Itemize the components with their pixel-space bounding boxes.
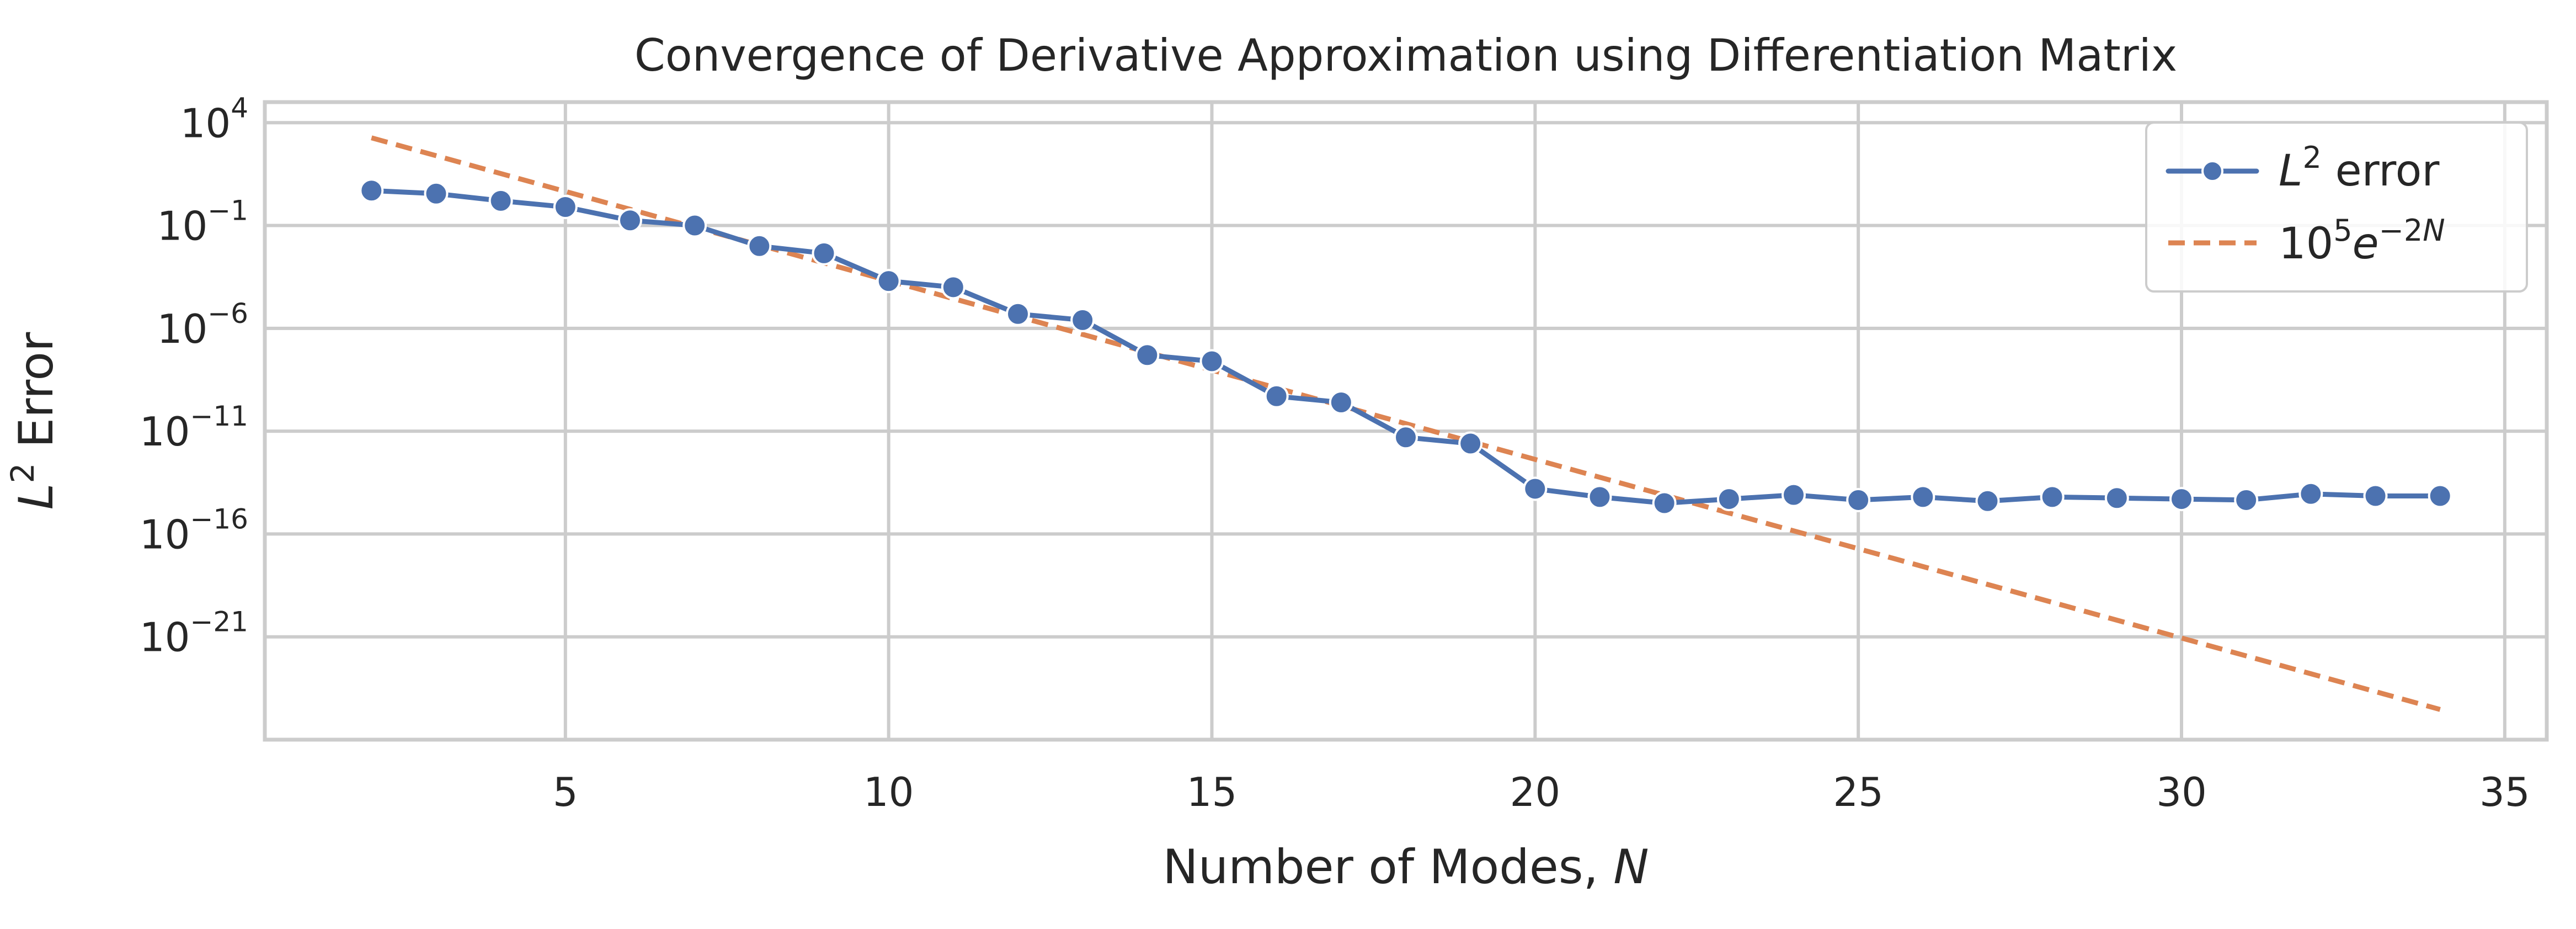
y-tick-base: 10 <box>140 408 190 455</box>
l2-error-point <box>876 269 901 294</box>
l2-error-point <box>1394 425 1418 450</box>
l2-error-point <box>617 208 642 233</box>
legend-l2-var: L <box>2279 146 2302 196</box>
l2-error-point <box>553 195 578 220</box>
x-tick-label: 30 <box>2156 769 2207 815</box>
x-tick-label: 10 <box>863 769 914 815</box>
x-tick-label: 35 <box>2479 769 2530 815</box>
y-tick-label: 10−6 <box>157 298 248 352</box>
l2-error-point <box>1458 431 1483 456</box>
l2-error-point <box>359 178 384 203</box>
y-tick-base: 10 <box>157 306 208 352</box>
legend: L2 error 105e−2N <box>2145 121 2528 293</box>
y-tick-exp: −6 <box>207 298 248 330</box>
x-axis-label: Number of Modes, N <box>1162 840 1649 895</box>
l2-error-point <box>1329 390 1353 415</box>
l2-error-point <box>1975 489 2000 513</box>
x-axis-ticks: 5 10 15 20 25 30 35 <box>553 769 2530 815</box>
l2-error-point <box>488 188 513 213</box>
y-tick-label: 10−11 <box>140 400 248 455</box>
l2-error-point <box>1911 485 1935 509</box>
x-tick-label: 5 <box>553 769 578 815</box>
legend-entry-reference: 105e−2N <box>2279 213 2445 269</box>
y-tick-base: 10 <box>140 614 190 661</box>
legend-ref-e: e <box>2353 219 2379 269</box>
l2-error-line <box>371 188 2440 506</box>
y-tick-exp: −11 <box>190 400 248 432</box>
l2-error-point <box>1716 487 1741 512</box>
chart-title: Convergence of Derivative Approximation … <box>634 30 2177 81</box>
l2-error-point <box>1199 349 1224 374</box>
l2-error-point <box>2234 487 2259 512</box>
x-tick-label: 15 <box>1187 769 1238 815</box>
legend-ref-sup2-var: N <box>2423 213 2445 248</box>
y-axis-label-suffix: Error <box>9 332 64 463</box>
y-tick-base: 10 <box>157 203 208 249</box>
x-tick-label: 20 <box>1510 769 1561 815</box>
y-tick-exp: −16 <box>190 503 248 535</box>
y-tick-label: 10−21 <box>140 606 248 661</box>
legend-entry-l2-error: L2 error <box>2279 140 2440 196</box>
l2-error-point <box>2363 484 2388 508</box>
l2-error-point <box>747 233 772 258</box>
l2-error-point <box>682 213 707 238</box>
l2-error-point <box>424 181 449 206</box>
l2-error-point <box>1135 343 1160 368</box>
l2-error-point <box>1523 476 1548 501</box>
l2-error-point <box>941 275 966 300</box>
legend-l2-sup: 2 <box>2302 140 2321 175</box>
l2-error-point <box>1846 487 1871 512</box>
y-tick-label: 10−1 <box>157 195 248 249</box>
l2-error-point <box>1782 482 1806 507</box>
legend-ref-sup1: 5 <box>2333 213 2352 248</box>
legend-marker-l2-error <box>2201 160 2223 182</box>
l2-error-point <box>2428 484 2452 508</box>
y-tick-exp: −21 <box>190 606 248 638</box>
series <box>359 135 2452 712</box>
l2-error-point <box>1652 491 1677 516</box>
x-axis-label-var: N <box>1613 840 1649 895</box>
l2-error-point <box>812 241 836 266</box>
y-tick-label: 104 <box>180 92 248 146</box>
y-tick-base: 10 <box>140 511 190 558</box>
x-axis-label-text: Number of Modes, <box>1162 840 1613 895</box>
plot-frame <box>263 100 2549 742</box>
y-axis-label: L2 Error <box>4 332 64 509</box>
y-axis-label-var: L <box>9 483 64 509</box>
legend-ref-base: 10 <box>2279 219 2333 269</box>
y-tick-label: 10−16 <box>140 503 248 558</box>
l2-error-point <box>2104 486 2129 511</box>
l2-error-point <box>1264 384 1289 408</box>
y-tick-exp: −1 <box>207 195 248 227</box>
l2-error-point <box>2298 481 2323 506</box>
l2-error-point <box>1070 307 1095 332</box>
legend-ref-sup2: −2 <box>2379 213 2423 248</box>
l2-error-point <box>2040 485 2065 509</box>
l2-error-point <box>2169 487 2194 512</box>
legend-box <box>2145 121 2528 293</box>
y-tick-base: 10 <box>180 100 231 146</box>
l2-error-point <box>1005 301 1030 326</box>
x-tick-label: 25 <box>1833 769 1884 815</box>
y-tick-exp: 4 <box>231 92 248 124</box>
y-axis-label-sup: 2 <box>4 463 41 484</box>
l2-error-point <box>1587 485 1612 509</box>
y-axis-label-text-group: L2 Error <box>4 332 64 509</box>
legend-l2-suffix: error <box>2322 146 2440 196</box>
